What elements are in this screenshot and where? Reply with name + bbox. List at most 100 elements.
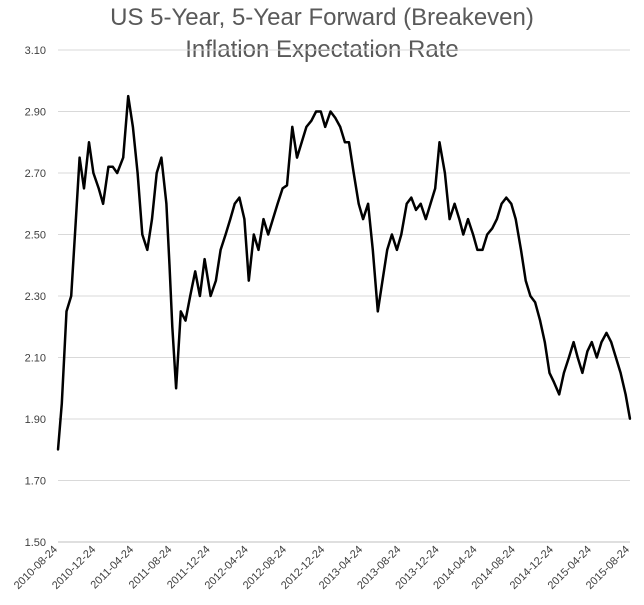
data-point [586, 350, 589, 353]
data-point [92, 172, 95, 174]
data-point [88, 141, 91, 144]
data-point [252, 233, 255, 236]
data-point [271, 218, 274, 221]
data-point [458, 218, 461, 221]
data-point [371, 248, 374, 251]
data-point [194, 270, 197, 273]
data-point [155, 172, 158, 174]
data-point [189, 295, 192, 297]
data-point [539, 319, 542, 322]
data-point [424, 218, 427, 221]
data-point [276, 202, 279, 205]
y-tick-label: 2.70 [25, 168, 46, 180]
data-point [203, 258, 206, 261]
data-point [529, 295, 532, 297]
data-point [267, 233, 270, 236]
series-line [56, 94, 632, 450]
data-point [552, 381, 555, 384]
data-point [111, 165, 114, 168]
data-point [319, 110, 322, 113]
data-point [141, 233, 144, 236]
data-point [405, 202, 408, 205]
data-point [146, 248, 149, 251]
data-point [348, 141, 351, 144]
data-point [595, 356, 598, 359]
data-point [184, 319, 187, 322]
data-point [229, 218, 232, 221]
data-point [590, 341, 593, 344]
data-point [576, 356, 579, 359]
data-point [367, 202, 370, 205]
data-point [519, 248, 522, 251]
data-point [281, 187, 284, 190]
data-point [122, 156, 125, 159]
data-point [136, 172, 139, 174]
data-point [614, 356, 617, 359]
data-point [476, 248, 479, 251]
data-point [65, 310, 68, 313]
data-point [400, 233, 403, 236]
data-point [481, 248, 484, 251]
data-point [78, 156, 81, 159]
data-point [453, 202, 456, 205]
data-point [70, 295, 73, 297]
data-point [514, 218, 517, 221]
data-point [572, 341, 575, 344]
data-point [296, 156, 299, 159]
data-point [127, 95, 130, 98]
data-point [390, 233, 393, 236]
data-point [60, 402, 63, 405]
data-point [315, 110, 318, 113]
data-point [305, 125, 308, 128]
data-point [243, 218, 246, 221]
data-point [443, 172, 446, 174]
data-point [629, 418, 631, 420]
data-point [291, 125, 294, 128]
data-point [558, 393, 561, 396]
data-point [495, 218, 498, 221]
data-point [131, 125, 134, 128]
data-point [171, 325, 174, 328]
data-point [438, 141, 441, 144]
data-point [534, 301, 537, 304]
data-point [543, 341, 546, 344]
data-point [262, 218, 265, 221]
data-point [165, 202, 168, 205]
data-point [209, 295, 212, 297]
data-point [334, 116, 337, 119]
data-point [472, 233, 475, 236]
data-point [339, 125, 342, 128]
data-point [562, 371, 565, 374]
data-point [548, 371, 551, 374]
data-point [224, 233, 227, 236]
y-tick-label: 1.90 [25, 414, 46, 426]
data-point [102, 202, 105, 205]
y-tick-label: 1.50 [25, 537, 46, 549]
data-point [352, 172, 355, 174]
data-point [581, 371, 584, 374]
data-point [116, 172, 119, 174]
y-tick-label: 1.70 [25, 476, 46, 488]
y-tick-label: 2.10 [25, 353, 46, 365]
data-point [429, 202, 432, 205]
data-point [362, 218, 365, 221]
y-tick-label: 2.90 [25, 107, 46, 119]
data-point [343, 141, 346, 144]
data-point [168, 264, 171, 267]
data-point [238, 196, 241, 199]
data-point [376, 310, 379, 313]
data-point [329, 110, 332, 113]
data-point [410, 196, 413, 199]
data-point [500, 202, 503, 205]
data-point [619, 371, 622, 374]
data-point [357, 202, 360, 205]
data-point [247, 279, 250, 282]
data-point [419, 202, 422, 205]
data-point [467, 218, 470, 221]
data-point [107, 165, 110, 168]
data-point [233, 202, 236, 205]
data-point [381, 279, 384, 282]
data-point [386, 248, 389, 251]
y-tick-label: 2.50 [25, 230, 46, 242]
data-point [214, 279, 217, 282]
